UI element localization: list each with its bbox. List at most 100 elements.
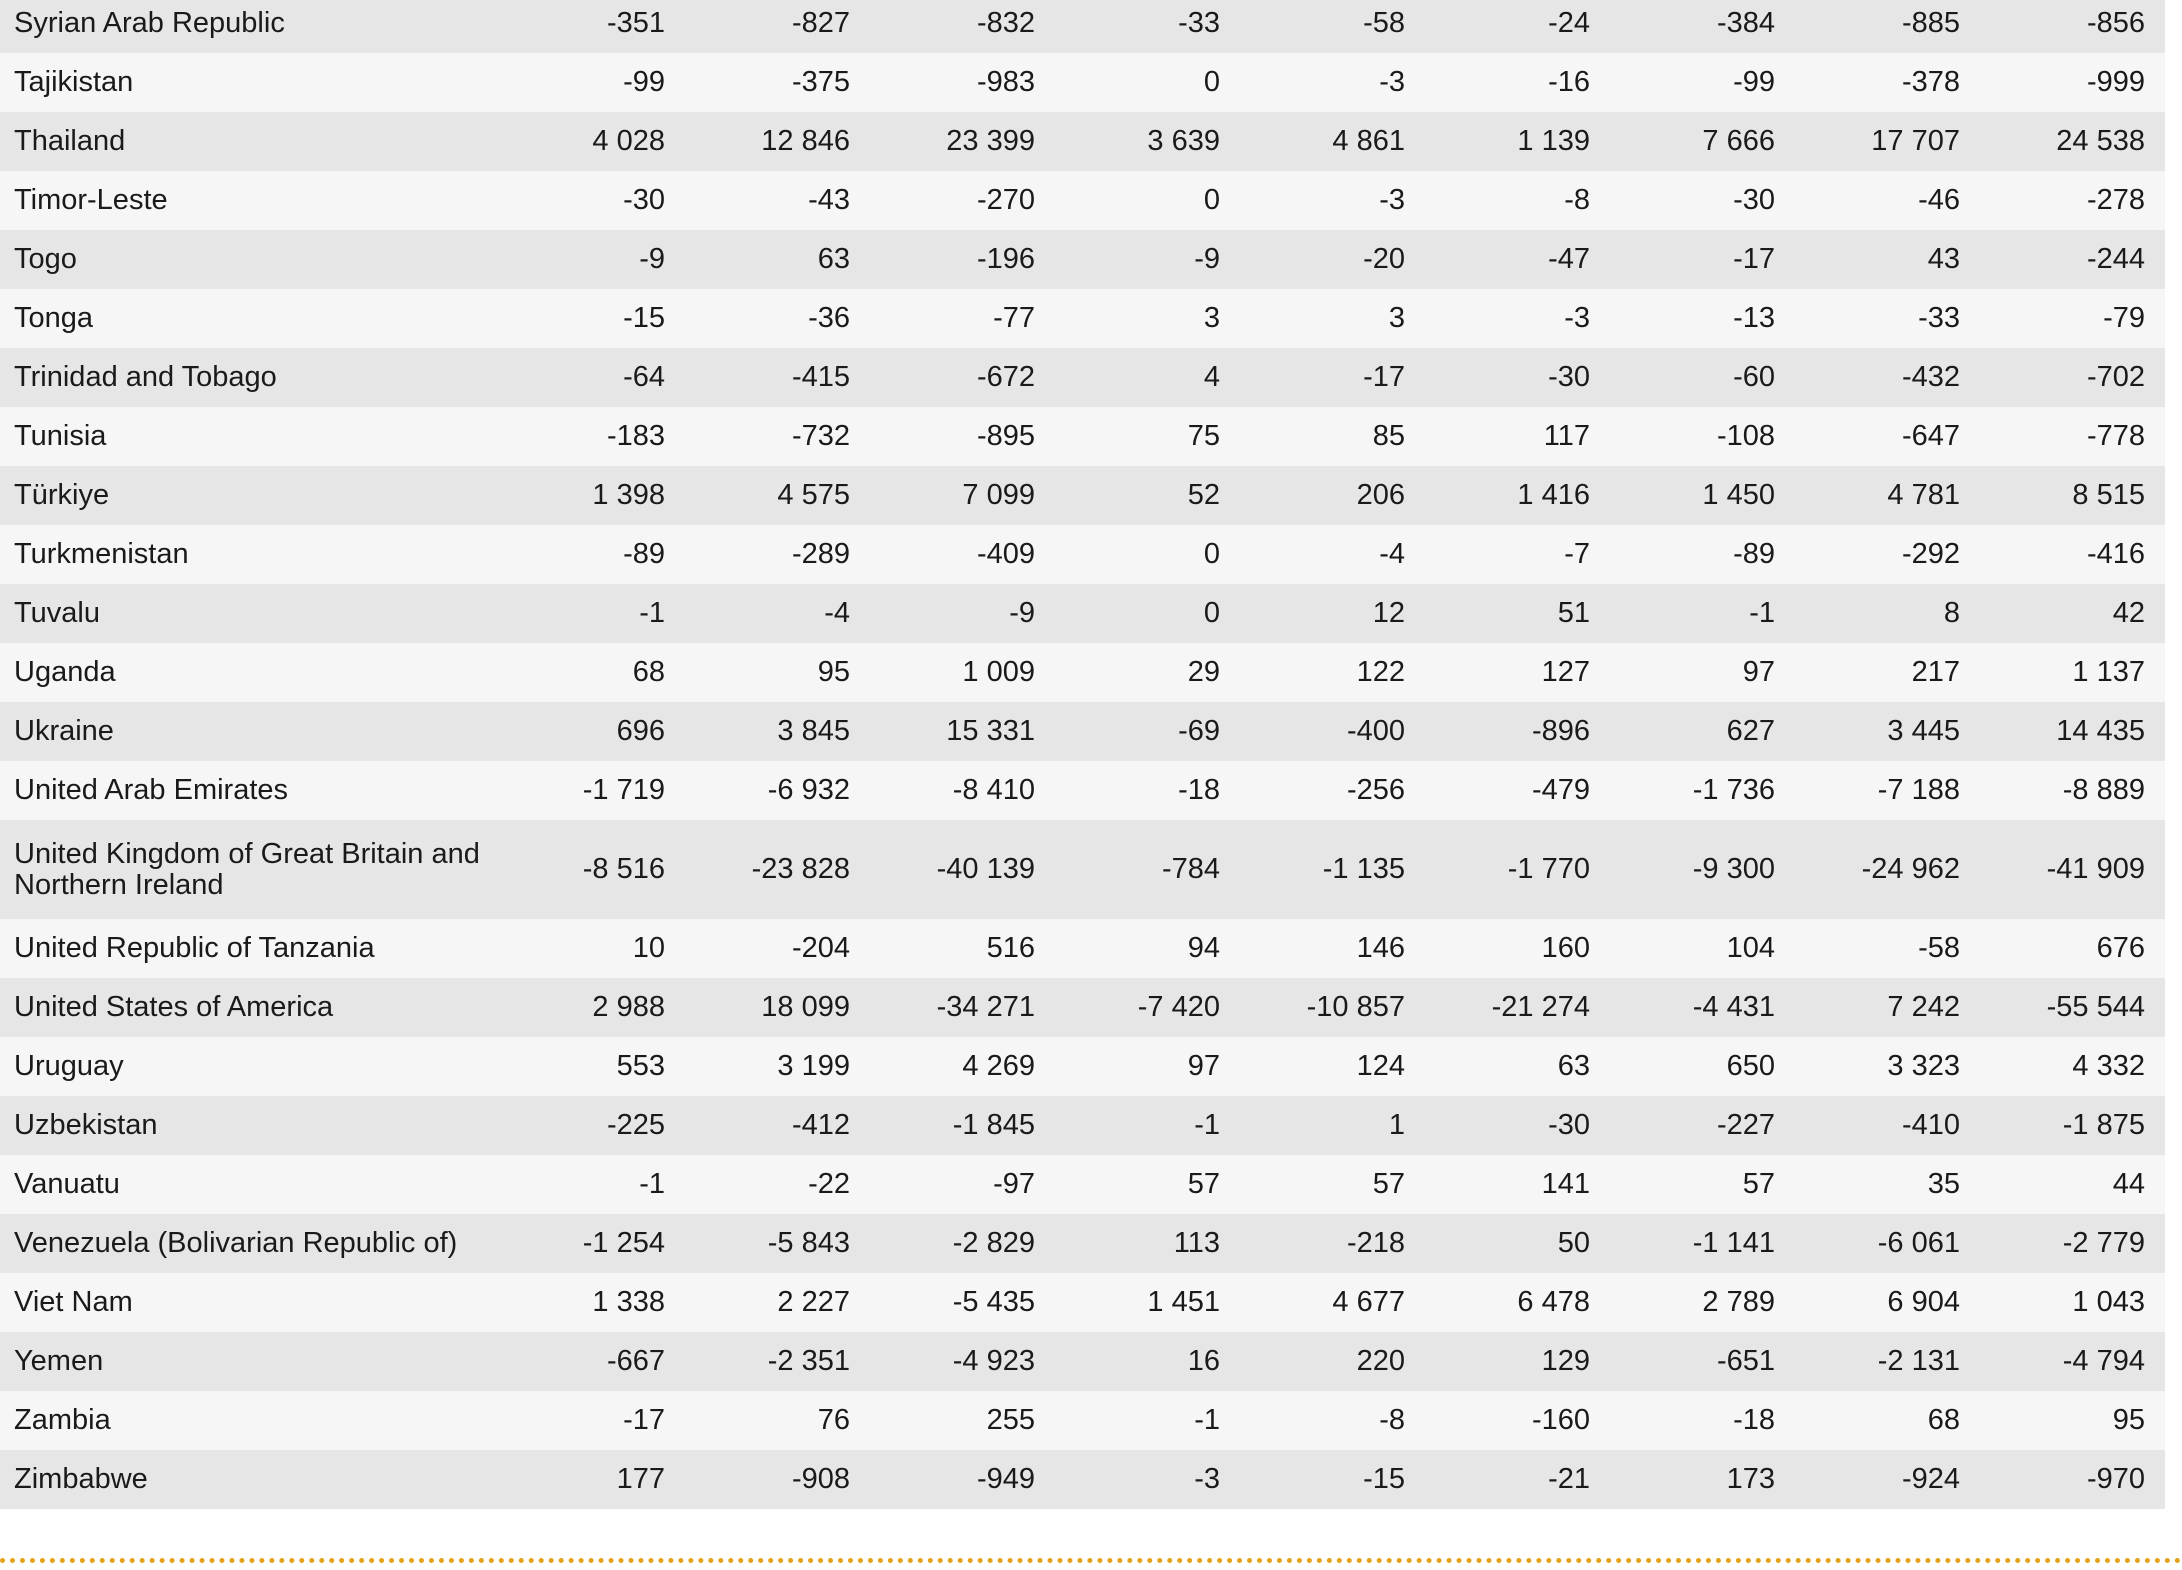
table-row: Türkiye 1 398 4 575 7 099 52 206 1 416 1 450 4 7… xyxy=(0,466,2165,525)
value-cell: 3 xyxy=(1203,302,1220,334)
value-cell: -225 xyxy=(606,1109,665,1141)
value-cell: -89 xyxy=(1733,538,1775,570)
value-cell: -1 736 xyxy=(1692,774,1775,806)
value-cell: -55 544 xyxy=(2046,991,2145,1023)
country-name: Tajikistan xyxy=(14,66,134,98)
value-cell: -77 xyxy=(993,302,1035,334)
value-cell: 8 xyxy=(1943,597,1960,629)
table-row: Turkmenistan -89 -289 -409 0 -4 -7 -89 -292 -416 xyxy=(0,525,2165,584)
value-cell: 4 028 xyxy=(592,125,665,157)
value-cell: -702 xyxy=(2086,361,2145,393)
value-cell: 1 009 xyxy=(962,656,1035,688)
value-cell: -2 779 xyxy=(2062,1227,2145,1259)
table-row: Zimbabwe 177 -908 -949 -3 -15 -21 173 -924 -970 xyxy=(0,1450,2165,1509)
value-cell: -24 xyxy=(1548,7,1590,39)
value-cell: 95 xyxy=(817,656,850,688)
value-cell: -827 xyxy=(791,7,850,39)
value-cell: -4 794 xyxy=(2062,1345,2145,1377)
country-name: Zambia xyxy=(14,1404,111,1436)
value-cell: -18 xyxy=(1733,1404,1775,1436)
value-cell: 8 515 xyxy=(2072,479,2145,511)
value-cell: 3 xyxy=(1388,302,1405,334)
value-cell: -5 435 xyxy=(952,1286,1035,1318)
value-cell: 7 242 xyxy=(1887,991,1960,1023)
country-name: Togo xyxy=(14,243,77,275)
country-name: Uruguay xyxy=(14,1050,124,1082)
value-cell: 1 416 xyxy=(1517,479,1590,511)
value-cell: -8 516 xyxy=(582,853,665,885)
country-name: United Kingdom of Great Britain and Nort… xyxy=(14,837,480,901)
value-cell: 17 707 xyxy=(1871,125,1960,157)
value-cell: -1 254 xyxy=(582,1227,665,1259)
value-cell: -108 xyxy=(1716,420,1775,452)
table-row: Togo -9 63 -196 -9 -20 -47 -17 43 -244 xyxy=(0,230,2165,289)
value-cell: 57 xyxy=(1742,1168,1775,1200)
value-cell: 146 xyxy=(1356,932,1405,964)
data-table: Syrian Arab Republic -351 -827 -832 -33 -58 -2… xyxy=(0,0,2165,1509)
value-cell: -1 xyxy=(639,597,665,629)
dotted-divider xyxy=(0,1558,2182,1563)
value-cell: 1 398 xyxy=(592,479,665,511)
table-row: Uganda 68 95 1 009 29 122 127 97 217 1 137 xyxy=(0,643,2165,702)
value-cell: -647 xyxy=(1901,420,1960,452)
country-name: Türkiye xyxy=(14,479,110,511)
value-cell: -58 xyxy=(1918,932,1960,964)
value-cell: -289 xyxy=(791,538,850,570)
value-cell: 35 xyxy=(1927,1168,1960,1200)
value-cell: -20 xyxy=(1363,243,1405,275)
value-cell: -8 xyxy=(1379,1404,1405,1436)
value-cell: -218 xyxy=(1346,1227,1405,1259)
value-cell: 95 xyxy=(2112,1404,2145,1436)
value-cell: 42 xyxy=(2112,597,2145,629)
value-cell: 97 xyxy=(1742,656,1775,688)
value-cell: -46 xyxy=(1918,184,1960,216)
value-cell: 12 846 xyxy=(761,125,850,157)
value-cell: -79 xyxy=(2103,302,2145,334)
value-cell: 696 xyxy=(616,715,665,747)
country-name: Tonga xyxy=(14,302,94,334)
value-cell: -33 xyxy=(1918,302,1960,334)
value-cell: 68 xyxy=(1927,1404,1960,1436)
value-cell: -47 xyxy=(1548,243,1590,275)
value-cell: -983 xyxy=(976,66,1035,98)
value-cell: -778 xyxy=(2086,420,2145,452)
value-cell: -15 xyxy=(1363,1463,1405,1495)
value-cell: -17 xyxy=(1363,361,1405,393)
country-name: Syrian Arab Republic xyxy=(14,7,285,39)
value-cell: 2 988 xyxy=(592,991,665,1023)
country-name: Uganda xyxy=(14,656,116,688)
value-cell: 24 538 xyxy=(2056,125,2145,157)
value-cell: 7 099 xyxy=(962,479,1035,511)
value-cell: -8 xyxy=(1564,184,1590,216)
value-cell: -196 xyxy=(976,243,1035,275)
value-cell: -8 410 xyxy=(952,774,1035,806)
value-cell: -23 828 xyxy=(751,853,850,885)
value-cell: -412 xyxy=(791,1109,850,1141)
value-cell: 44 xyxy=(2112,1168,2145,1200)
table-row: Thailand 4 028 12 846 23 399 3 639 4 861 1 139… xyxy=(0,112,2165,171)
table-row: Tunisia -183 -732 -895 75 85 117 -108 -647 -778 xyxy=(0,407,2165,466)
value-cell: -3 xyxy=(1194,1463,1220,1495)
value-cell: 3 323 xyxy=(1887,1050,1960,1082)
value-cell: -9 xyxy=(639,243,665,275)
value-cell: 1 338 xyxy=(592,1286,665,1318)
value-cell: -30 xyxy=(623,184,665,216)
country-name: Trinidad and Tobago xyxy=(14,361,277,393)
value-cell: -479 xyxy=(1531,774,1590,806)
value-cell: -13 xyxy=(1733,302,1775,334)
table-row: Tajikistan -99 -375 -983 0 -3 -16 -99 -378 -999 xyxy=(0,53,2165,112)
table-row: Trinidad and Tobago -64 -415 -672 4 -17 -30 -60… xyxy=(0,348,2165,407)
value-cell: 104 xyxy=(1726,932,1775,964)
value-cell: -16 xyxy=(1548,66,1590,98)
value-cell: -4 923 xyxy=(952,1345,1035,1377)
value-cell: -89 xyxy=(623,538,665,570)
country-name: Ukraine xyxy=(14,715,114,747)
value-cell: -4 xyxy=(824,597,850,629)
value-cell: 650 xyxy=(1726,1050,1775,1082)
value-cell: -351 xyxy=(606,7,665,39)
value-cell: -6 061 xyxy=(1877,1227,1960,1259)
value-cell: -885 xyxy=(1901,7,1960,39)
value-cell: -415 xyxy=(791,361,850,393)
value-cell: 4 575 xyxy=(777,479,850,511)
